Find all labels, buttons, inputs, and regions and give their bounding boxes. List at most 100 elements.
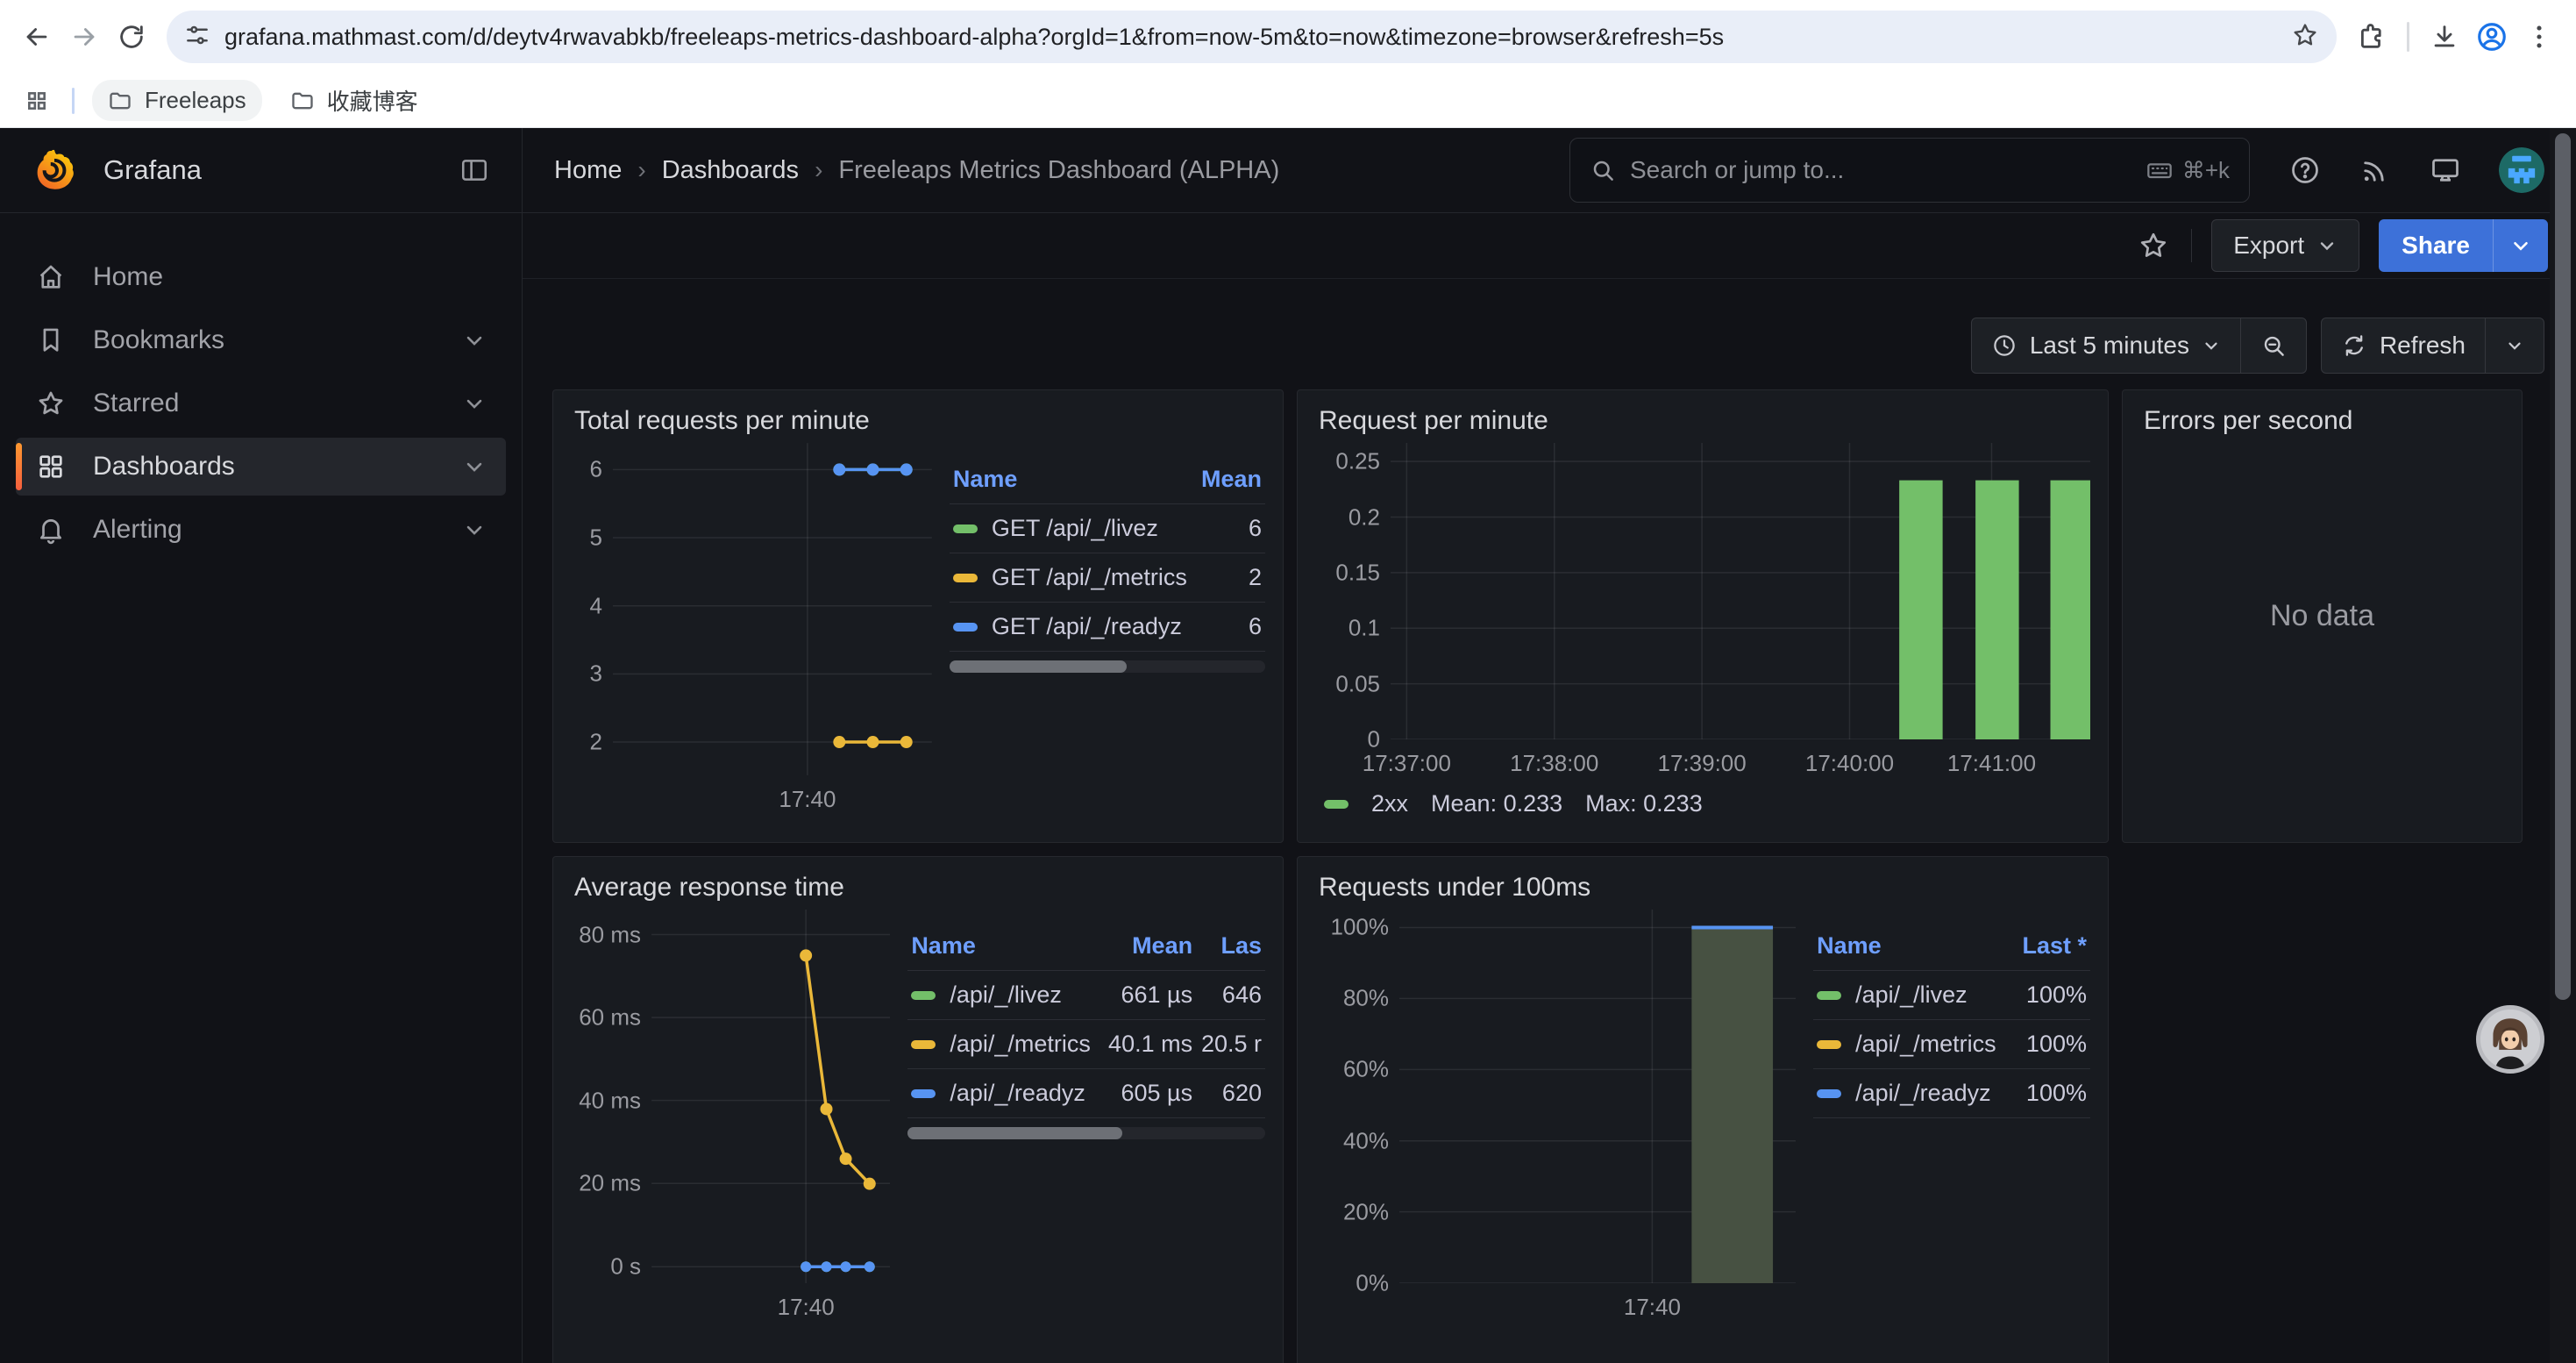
panel-title[interactable]: Request per minute: [1319, 406, 2090, 436]
export-button[interactable]: Export: [2211, 219, 2359, 272]
chevron-down-icon[interactable]: [462, 391, 487, 416]
extensions-icon[interactable]: [2352, 18, 2391, 56]
series-swatch: [953, 574, 978, 582]
cartoon-avatar-image: [2480, 1010, 2540, 1069]
chevron-down-icon[interactable]: [462, 517, 487, 542]
share-button[interactable]: Share: [2379, 219, 2493, 272]
panel-request-per-minute[interactable]: Request per minute 0.25 0.2 0.15 0.1 0.0…: [1297, 389, 2109, 843]
panel-requests-under-100ms[interactable]: Requests under 100ms 100% 80% 60% 40% 20…: [1297, 856, 2109, 1363]
help-icon[interactable]: [2288, 153, 2322, 187]
search-shortcut: ⌘+k: [2145, 156, 2230, 184]
bar-chart[interactable]: [1391, 443, 2090, 739]
refresh-icon: [2341, 332, 2367, 359]
search-input[interactable]: Search or jump to... ⌘+k: [1569, 138, 2250, 203]
header-icons: [2288, 147, 2544, 193]
legend-row[interactable]: GET /api/_/readyz 6: [950, 603, 1265, 652]
url-bar[interactable]: grafana.mathmast.com/d/deytv4rwavabkb/fr…: [167, 11, 2337, 63]
user-avatar[interactable]: [2499, 147, 2544, 193]
legend-row[interactable]: GET /api/_/metrics 2: [950, 553, 1265, 603]
grafana-header: Home › Dashboards › Freeleaps Metrics Da…: [523, 128, 2576, 213]
legend-row[interactable]: /api/_/metrics 100%: [1813, 1020, 2090, 1069]
site-settings-icon[interactable]: [184, 22, 210, 53]
apps-grid-icon[interactable]: [19, 83, 54, 118]
panel-title[interactable]: Total requests per minute: [574, 406, 1265, 436]
refresh-interval-button[interactable]: [2485, 318, 2544, 373]
series-swatch: [911, 1040, 936, 1049]
legend-row[interactable]: /api/_/metrics 40.1 ms 20.5 r: [907, 1020, 1265, 1069]
time-series-chart[interactable]: [613, 443, 932, 775]
sidebar-item-home[interactable]: Home: [16, 248, 506, 306]
search-icon: [1590, 157, 1616, 183]
breadcrumb-home[interactable]: Home: [554, 156, 622, 185]
panel-total-requests[interactable]: Total requests per minute 6 5 4 3 2: [552, 389, 1284, 843]
y-axis: 0.25 0.2 0.15 0.1 0.05 0: [1315, 443, 1391, 739]
legend-scrollbar[interactable]: [907, 1127, 1265, 1139]
legend-col-name[interactable]: Name: [907, 924, 1094, 971]
breadcrumb-dashboards[interactable]: Dashboards: [662, 156, 799, 185]
favorite-star-icon[interactable]: [2135, 227, 2172, 264]
share-menu-button[interactable]: [2493, 219, 2548, 272]
legend[interactable]: 2xx Mean: 0.233 Max: 0.233: [1324, 790, 2090, 817]
panel-grid: Total requests per minute 6 5 4 3 2: [552, 389, 2544, 1363]
bookmark-star-icon[interactable]: [2291, 21, 2319, 54]
legend-col-last[interactable]: Last *: [2000, 924, 2090, 971]
reload-icon[interactable]: [112, 18, 151, 56]
series-swatch: [1817, 1089, 1841, 1098]
legend-scrollbar[interactable]: [950, 660, 1265, 673]
panel-errors-per-second[interactable]: Errors per second No data: [2122, 389, 2523, 843]
scrollbar-thumb[interactable]: [2555, 133, 2571, 1000]
news-rss-icon[interactable]: [2359, 153, 2392, 187]
sidebar-item-label: Dashboards: [93, 452, 235, 482]
zoom-out-button[interactable]: [2240, 318, 2306, 373]
legend-row[interactable]: /api/_/livez 100%: [1813, 971, 2090, 1020]
sidebar-item-alerting[interactable]: Alerting: [16, 501, 506, 559]
sidebar-header: Grafana: [0, 128, 522, 213]
chevron-down-icon[interactable]: [462, 328, 487, 353]
refresh-label: Refresh: [2380, 332, 2466, 360]
dock-sidebar-icon[interactable]: [457, 153, 492, 188]
sidebar-item-starred[interactable]: Starred: [16, 375, 506, 432]
legend-row[interactable]: /api/_/readyz 605 µs 620: [907, 1069, 1265, 1118]
panel-title[interactable]: Average response time: [574, 873, 1265, 903]
chevron-down-icon: [2505, 336, 2524, 355]
legend-col-mean[interactable]: Mean: [1191, 457, 1265, 504]
grafana-main: Home › Dashboards › Freeleaps Metrics Da…: [523, 128, 2576, 1363]
legend-row[interactable]: /api/_/readyz 100%: [1813, 1069, 2090, 1118]
legend-row[interactable]: /api/_/livez 661 µs 646: [907, 971, 1265, 1020]
legend-row[interactable]: GET /api/_/livez 6: [950, 504, 1265, 553]
legend-col-name[interactable]: Name: [950, 457, 1191, 504]
profile-icon[interactable]: [2473, 18, 2511, 56]
time-series-chart[interactable]: [651, 910, 890, 1283]
legend-col-mean[interactable]: Mean: [1094, 924, 1196, 971]
panel-title[interactable]: Requests under 100ms: [1319, 873, 2090, 903]
floating-assistant-avatar[interactable]: [2476, 1005, 2544, 1074]
zoom-out-icon: [2260, 332, 2287, 359]
page-scrollbar[interactable]: [2550, 128, 2576, 1363]
sidebar-item-dashboards[interactable]: Dashboards: [16, 438, 506, 496]
y-axis: 80 ms 60 ms 40 ms 20 ms 0 s: [571, 910, 651, 1283]
sidebar-nav: Home Bookmarks Starred Dashboards: [0, 213, 522, 559]
keyboard-icon: [2145, 156, 2174, 184]
monitor-icon[interactable]: [2429, 153, 2462, 187]
chevron-down-icon[interactable]: [462, 454, 487, 479]
downloads-icon[interactable]: [2425, 18, 2464, 56]
forward-icon[interactable]: [65, 18, 103, 56]
time-range-picker[interactable]: Last 5 minutes: [1972, 318, 2240, 373]
sidebar-item-label: Home: [93, 262, 163, 292]
legend-col-last[interactable]: Las: [1196, 924, 1265, 971]
bookmark-icon: [35, 325, 67, 356]
url-text[interactable]: grafana.mathmast.com/d/deytv4rwavabkb/fr…: [224, 24, 2279, 51]
grafana-logo[interactable]: [30, 146, 79, 195]
bookmark-folder-blogs[interactable]: 收藏博客: [274, 77, 434, 124]
bookmark-folder-freeleaps[interactable]: Freeleaps: [92, 80, 262, 121]
bar-chart[interactable]: [1399, 910, 1796, 1283]
browser-menu-icon[interactable]: [2520, 18, 2558, 56]
y-axis: 100% 80% 60% 40% 20% 0%: [1315, 910, 1399, 1283]
panel-average-response-time[interactable]: Average response time 80 ms 60 ms 40 ms …: [552, 856, 1284, 1363]
back-icon[interactable]: [18, 18, 56, 56]
sidebar-item-bookmarks[interactable]: Bookmarks: [16, 311, 506, 369]
refresh-button[interactable]: Refresh: [2322, 318, 2485, 373]
folder-icon: [290, 89, 315, 113]
star-icon: [35, 388, 67, 419]
legend-col-name[interactable]: Name: [1813, 924, 2000, 971]
